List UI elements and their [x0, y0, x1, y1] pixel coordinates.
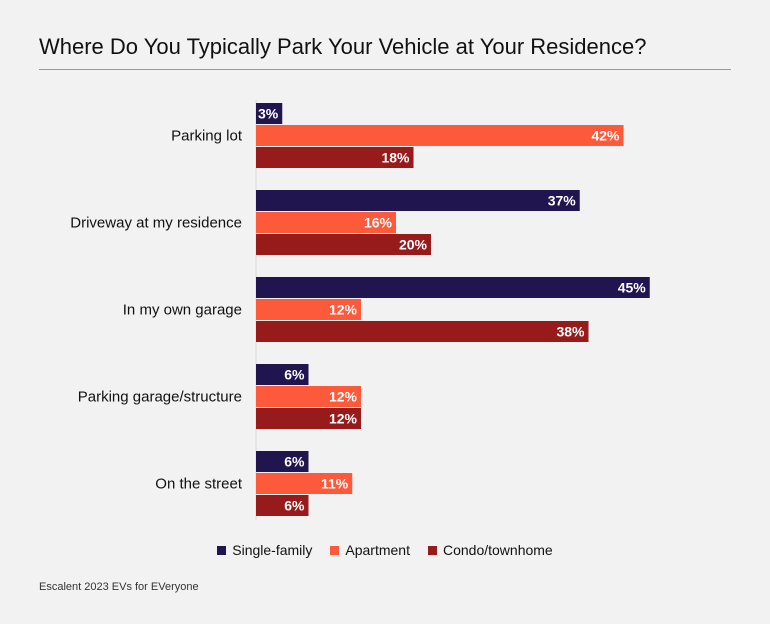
- data-label: 37%: [548, 193, 577, 209]
- data-label: 45%: [618, 280, 647, 296]
- data-label: 38%: [556, 324, 585, 340]
- bar: [256, 451, 309, 472]
- bar: [256, 234, 431, 255]
- data-label: 12%: [329, 302, 358, 318]
- data-label: 6%: [284, 498, 305, 514]
- legend-swatch: [427, 545, 437, 555]
- bar: [256, 321, 589, 342]
- chart-legend: Single-family Apartment Condo/townhome: [0, 542, 770, 558]
- bar: [256, 299, 361, 320]
- bar: [256, 386, 361, 407]
- bar: [256, 212, 396, 233]
- bar: [256, 495, 309, 516]
- bar: [256, 147, 414, 168]
- chart-title: Where Do You Typically Park Your Vehicle…: [39, 34, 647, 59]
- data-label: 3%: [258, 106, 279, 122]
- data-label: 20%: [399, 237, 428, 253]
- bar: [256, 473, 353, 494]
- data-label: 42%: [591, 128, 620, 144]
- category-label: Parking garage/structure: [78, 389, 242, 406]
- legend-swatch: [330, 545, 340, 555]
- legend-label: Single-family: [232, 542, 313, 558]
- bar-chart: Parking lot 3% 42% 18% Driveway at my reside…: [70, 100, 650, 520]
- bar: [256, 408, 361, 429]
- data-label: 12%: [329, 411, 358, 427]
- data-label: 12%: [329, 389, 358, 405]
- data-label: 6%: [284, 367, 305, 383]
- legend-label: Apartment: [345, 542, 410, 558]
- bar: [256, 277, 650, 298]
- data-label: 11%: [321, 476, 349, 492]
- legend-item: Condo/townhome: [427, 542, 553, 558]
- legend-swatch: [217, 545, 227, 555]
- legend-label: Condo/townhome: [442, 542, 553, 558]
- bar: [256, 190, 580, 211]
- legend-item: Single-family: [217, 542, 312, 558]
- legend-item: Apartment: [330, 542, 410, 558]
- data-label: 16%: [364, 215, 393, 231]
- bar: [256, 103, 283, 124]
- bar: [256, 364, 309, 385]
- data-label: 6%: [284, 454, 305, 470]
- title-divider: [39, 69, 731, 70]
- category-label: In my own garage: [123, 302, 242, 319]
- category-label: On the street: [155, 476, 243, 493]
- category-label: Parking lot: [171, 128, 243, 145]
- category-label: Driveway at my residence: [70, 215, 242, 232]
- data-label: 18%: [381, 150, 410, 166]
- bar: [256, 125, 624, 146]
- source-note: Escalent 2023 EVs for EVeryone: [39, 581, 199, 593]
